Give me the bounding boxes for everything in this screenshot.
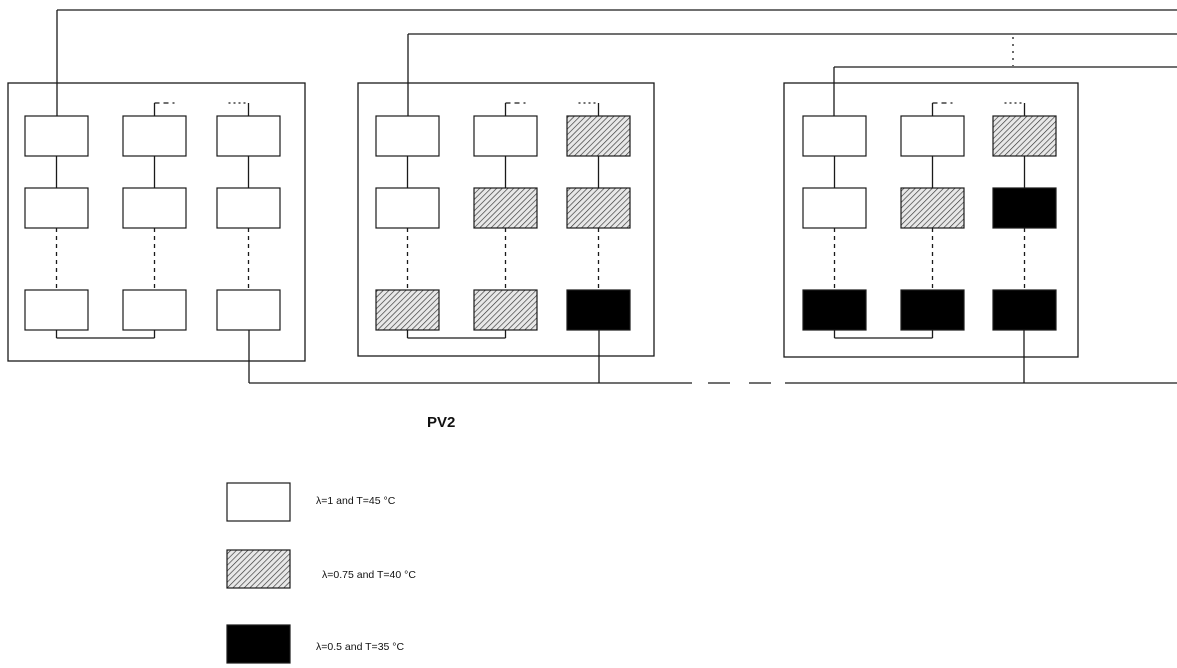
pv-module <box>24 289 89 331</box>
wiring <box>55 9 1177 384</box>
legend <box>226 482 291 664</box>
pv-module <box>473 187 538 229</box>
pv-module <box>900 115 965 157</box>
pv-module <box>216 289 281 331</box>
pv-panel-frame <box>783 82 1079 358</box>
pv-module <box>24 115 89 157</box>
pv-module <box>473 115 538 157</box>
pv-module <box>566 289 631 331</box>
pv-module <box>992 289 1057 331</box>
pv-module <box>122 289 187 331</box>
pv-module <box>375 115 440 157</box>
pv-array-label: PV2 <box>427 414 456 431</box>
pv-module <box>122 115 187 157</box>
pv-module <box>900 289 965 331</box>
pv-module <box>802 289 867 331</box>
pv-module <box>992 187 1057 229</box>
pv-module <box>900 187 965 229</box>
legend-label-1: λ=1 and T=45 °C <box>316 495 396 507</box>
pv-module <box>375 289 440 331</box>
pv-module <box>802 187 867 229</box>
legend-label-2: λ=0.75 and T=40 °C <box>322 569 416 581</box>
pv-module <box>802 115 867 157</box>
pv-module <box>216 115 281 157</box>
pv-module <box>24 187 89 229</box>
legend-label-3: λ=0.5 and T=35 °C <box>316 641 405 653</box>
pv-module <box>992 115 1057 157</box>
pv-panel-frame <box>7 82 306 362</box>
pv-panels <box>7 82 1079 362</box>
pv-module <box>122 187 187 229</box>
pv-module <box>473 289 538 331</box>
pv-panel-frame <box>357 82 655 357</box>
pv-module <box>566 115 631 157</box>
legend-swatch-3 <box>226 624 291 664</box>
pv-module <box>566 187 631 229</box>
legend-swatch-2 <box>226 549 291 589</box>
pv-module <box>375 187 440 229</box>
pv-module <box>216 187 281 229</box>
legend-swatch-1 <box>226 482 291 522</box>
